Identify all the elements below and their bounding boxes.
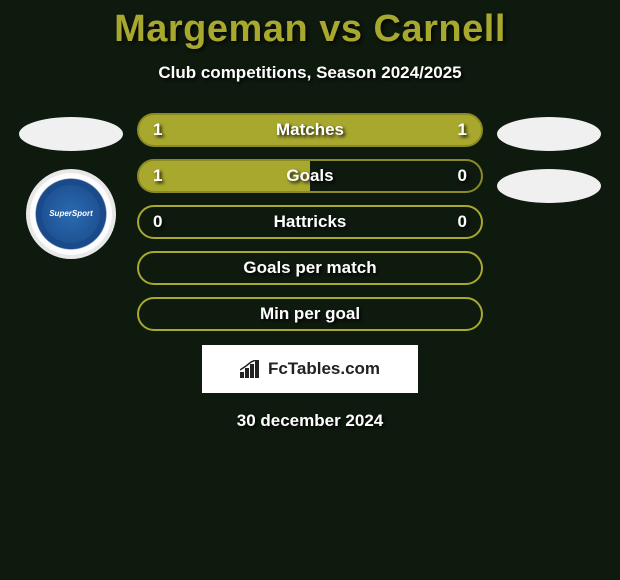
stat-right-value: 0	[458, 212, 467, 232]
main-row: SuperSport 1 Matches 1 1 Goals 0 0 Hattr…	[0, 113, 620, 331]
stat-label: Goals	[139, 166, 481, 186]
stats-column: 1 Matches 1 1 Goals 0 0 Hattricks 0 Goal…	[137, 113, 483, 331]
stat-left-value: 0	[153, 212, 162, 232]
page-title: Margeman vs Carnell	[114, 8, 506, 51]
comparison-widget: Margeman vs Carnell Club competitions, S…	[0, 0, 620, 431]
right-player-placeholder	[497, 117, 601, 151]
stat-row-goals-per-match: Goals per match	[137, 251, 483, 285]
stat-right-value: 0	[458, 166, 467, 186]
stat-row-matches: 1 Matches 1	[137, 113, 483, 147]
stat-right-value: 1	[458, 120, 467, 140]
stat-label: Matches	[139, 120, 481, 140]
stat-label: Goals per match	[139, 258, 481, 278]
brand-box[interactable]: FcTables.com	[202, 345, 418, 393]
left-player-column: SuperSport	[19, 113, 123, 259]
stat-left-value: 1	[153, 166, 162, 186]
stat-row-hattricks: 0 Hattricks 0	[137, 205, 483, 239]
right-club-placeholder	[497, 169, 601, 203]
date-text: 30 december 2024	[237, 411, 384, 431]
stat-left-value: 1	[153, 120, 162, 140]
subtitle: Club competitions, Season 2024/2025	[158, 63, 461, 83]
stat-label: Hattricks	[139, 212, 481, 232]
brand-name: FcTables.com	[268, 359, 380, 379]
stat-row-min-per-goal: Min per goal	[137, 297, 483, 331]
left-club-logo-text: SuperSport	[42, 185, 100, 243]
left-club-logo: SuperSport	[26, 169, 116, 259]
left-player-placeholder	[19, 117, 123, 151]
stat-row-goals: 1 Goals 0	[137, 159, 483, 193]
right-player-column	[497, 113, 601, 203]
stat-label: Min per goal	[139, 304, 481, 324]
chart-icon	[240, 360, 262, 378]
